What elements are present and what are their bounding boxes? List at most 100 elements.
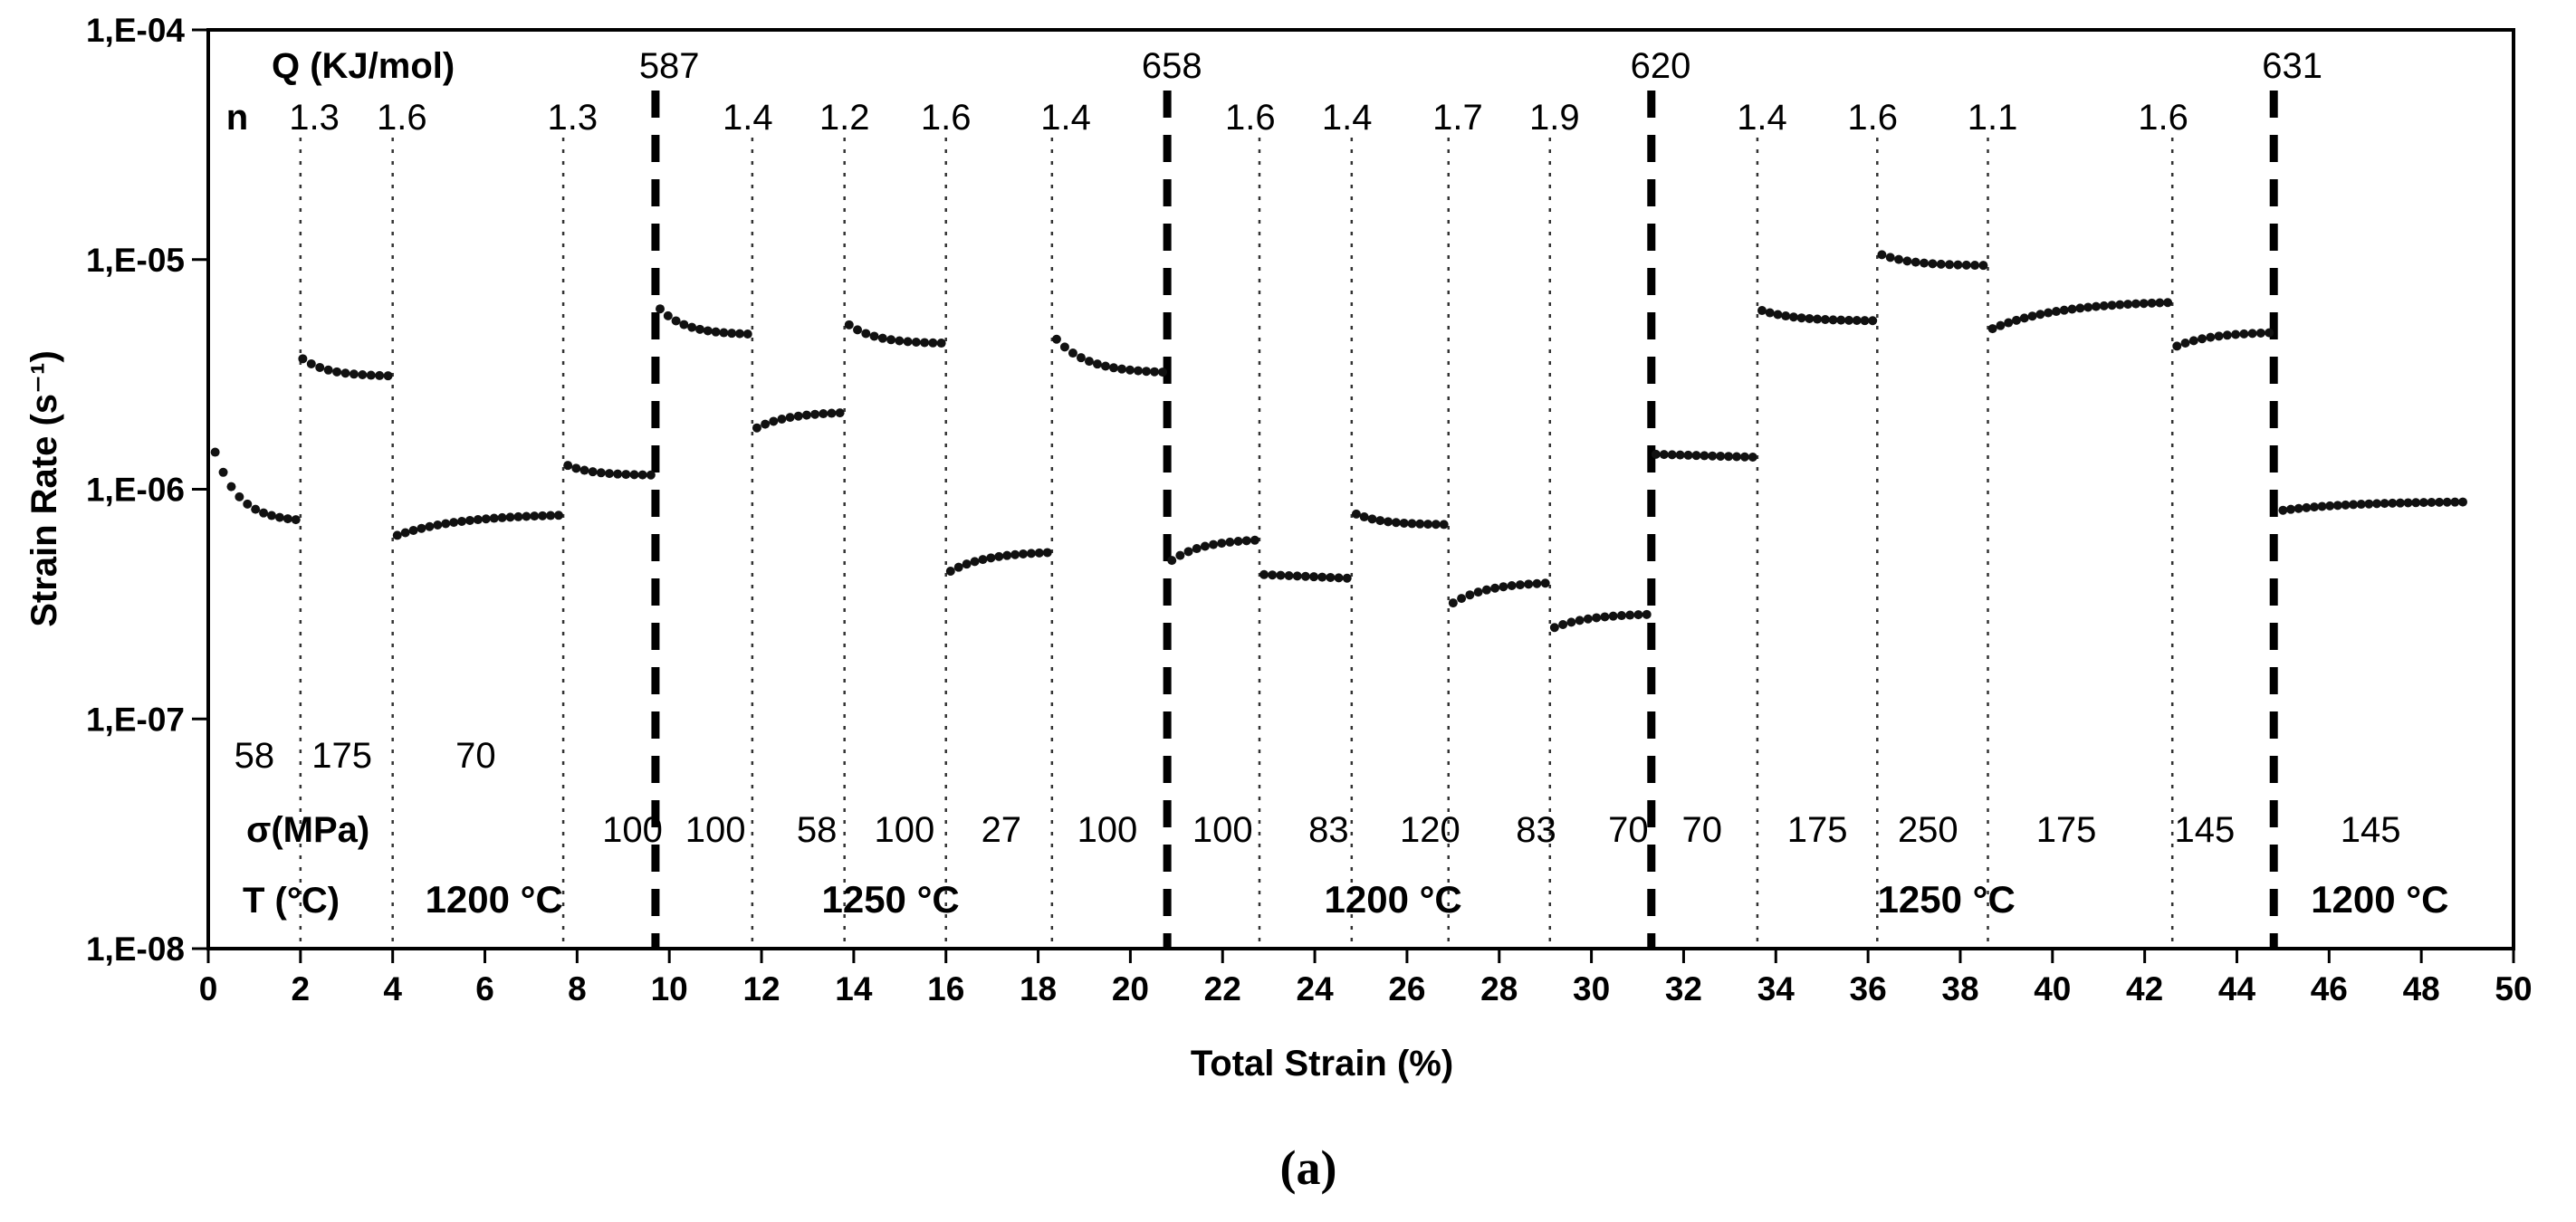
y-tick-label: 1,E-08	[86, 931, 185, 968]
data-point	[2380, 499, 2389, 509]
data-point	[513, 511, 523, 521]
sigma-value-label: 27	[982, 810, 1022, 850]
x-tick-label: 10	[651, 970, 688, 1007]
data-point	[671, 316, 681, 326]
data-point	[1507, 581, 1517, 591]
data-point	[1284, 570, 1294, 580]
n-value-label: 1.6	[377, 98, 427, 138]
data-point	[1326, 572, 1336, 582]
data-point	[1781, 311, 1791, 321]
data-point	[2341, 500, 2351, 510]
n-value-label: 1.2	[819, 98, 870, 138]
data-point	[1465, 590, 1475, 600]
data-point	[243, 499, 253, 509]
data-point	[1813, 314, 1823, 324]
data-point	[1765, 308, 1775, 318]
sigma-value-label: 58	[235, 736, 275, 776]
y-tick-label: 1,E-05	[86, 242, 185, 279]
data-point	[2349, 500, 2359, 510]
data-point	[1200, 541, 1210, 551]
data-point	[1953, 260, 1963, 270]
data-point	[546, 511, 556, 520]
data-point	[392, 530, 402, 540]
data-point	[694, 324, 704, 334]
data-point	[1700, 451, 1709, 461]
x-tick-label: 38	[1941, 970, 1978, 1007]
data-point	[259, 508, 269, 518]
data-point	[1317, 572, 1327, 582]
sigma-value-label: 70	[1608, 810, 1649, 850]
data-point	[1724, 452, 1734, 462]
data-point	[2155, 298, 2165, 308]
data-point	[1675, 450, 1685, 460]
data-point	[2180, 339, 2190, 348]
data-point	[1010, 549, 1020, 559]
data-point	[1651, 449, 1661, 459]
n-value-label: 1.6	[1225, 98, 1276, 138]
data-point	[226, 482, 236, 492]
x-tick-label: 6	[475, 970, 494, 1007]
data-point	[1540, 578, 1550, 588]
data-point	[1399, 518, 1409, 528]
x-tick-label: 22	[1204, 970, 1241, 1007]
data-point	[497, 512, 507, 522]
data-point	[1868, 316, 1878, 326]
data-point	[1739, 452, 1749, 462]
data-point	[1667, 450, 1677, 460]
data-point	[340, 368, 350, 378]
data-point	[1748, 453, 1757, 463]
data-point	[596, 468, 606, 478]
data-point	[1158, 368, 1168, 377]
data-point	[1150, 367, 1160, 377]
data-point	[375, 370, 385, 380]
data-point	[727, 329, 737, 339]
data-point	[1796, 313, 1806, 323]
sigma-value-label: 175	[1787, 810, 1848, 850]
data-point	[994, 551, 1004, 561]
data-point	[1885, 253, 1895, 263]
data-point	[2198, 334, 2207, 344]
data-point	[1217, 539, 1227, 549]
data-point	[869, 331, 879, 341]
data-point	[2403, 498, 2413, 508]
data-point	[210, 447, 220, 457]
data-point	[2309, 502, 2319, 512]
x-tick-label: 34	[1757, 970, 1796, 1007]
data-point	[911, 337, 921, 347]
data-point	[1970, 261, 1980, 271]
data-point	[267, 511, 277, 520]
data-point	[1092, 359, 1102, 369]
data-point	[1490, 583, 1500, 593]
x-tick-label: 20	[1112, 970, 1149, 1007]
data-point	[1225, 537, 1235, 547]
data-point	[1860, 316, 1870, 326]
data-point	[1625, 610, 1635, 620]
data-point	[2027, 311, 2037, 321]
data-point	[903, 337, 913, 347]
sigma-value-label: 100	[1192, 810, 1253, 850]
temperature-label: 1200 °C	[426, 878, 563, 921]
data-point	[1936, 259, 1946, 269]
data-point	[1731, 452, 1741, 462]
n-value-label: 1.7	[1432, 98, 1483, 138]
data-point	[2325, 501, 2335, 511]
data-point	[1532, 578, 1542, 588]
data-point	[656, 304, 666, 314]
data-point	[1342, 573, 1352, 583]
data-point	[251, 504, 261, 514]
data-point	[563, 461, 573, 471]
data-point	[291, 515, 301, 525]
data-point	[1276, 570, 1286, 580]
data-point	[777, 415, 787, 425]
data-point	[2265, 328, 2274, 338]
x-tick-label: 0	[199, 970, 218, 1007]
data-point	[1439, 520, 1449, 530]
data-point	[1608, 611, 1618, 621]
data-point	[1183, 547, 1193, 557]
data-point	[1877, 250, 1887, 260]
data-point	[1175, 550, 1185, 560]
data-point	[2411, 498, 2421, 508]
plot-border	[206, 28, 2515, 950]
data-point	[2364, 499, 2374, 509]
